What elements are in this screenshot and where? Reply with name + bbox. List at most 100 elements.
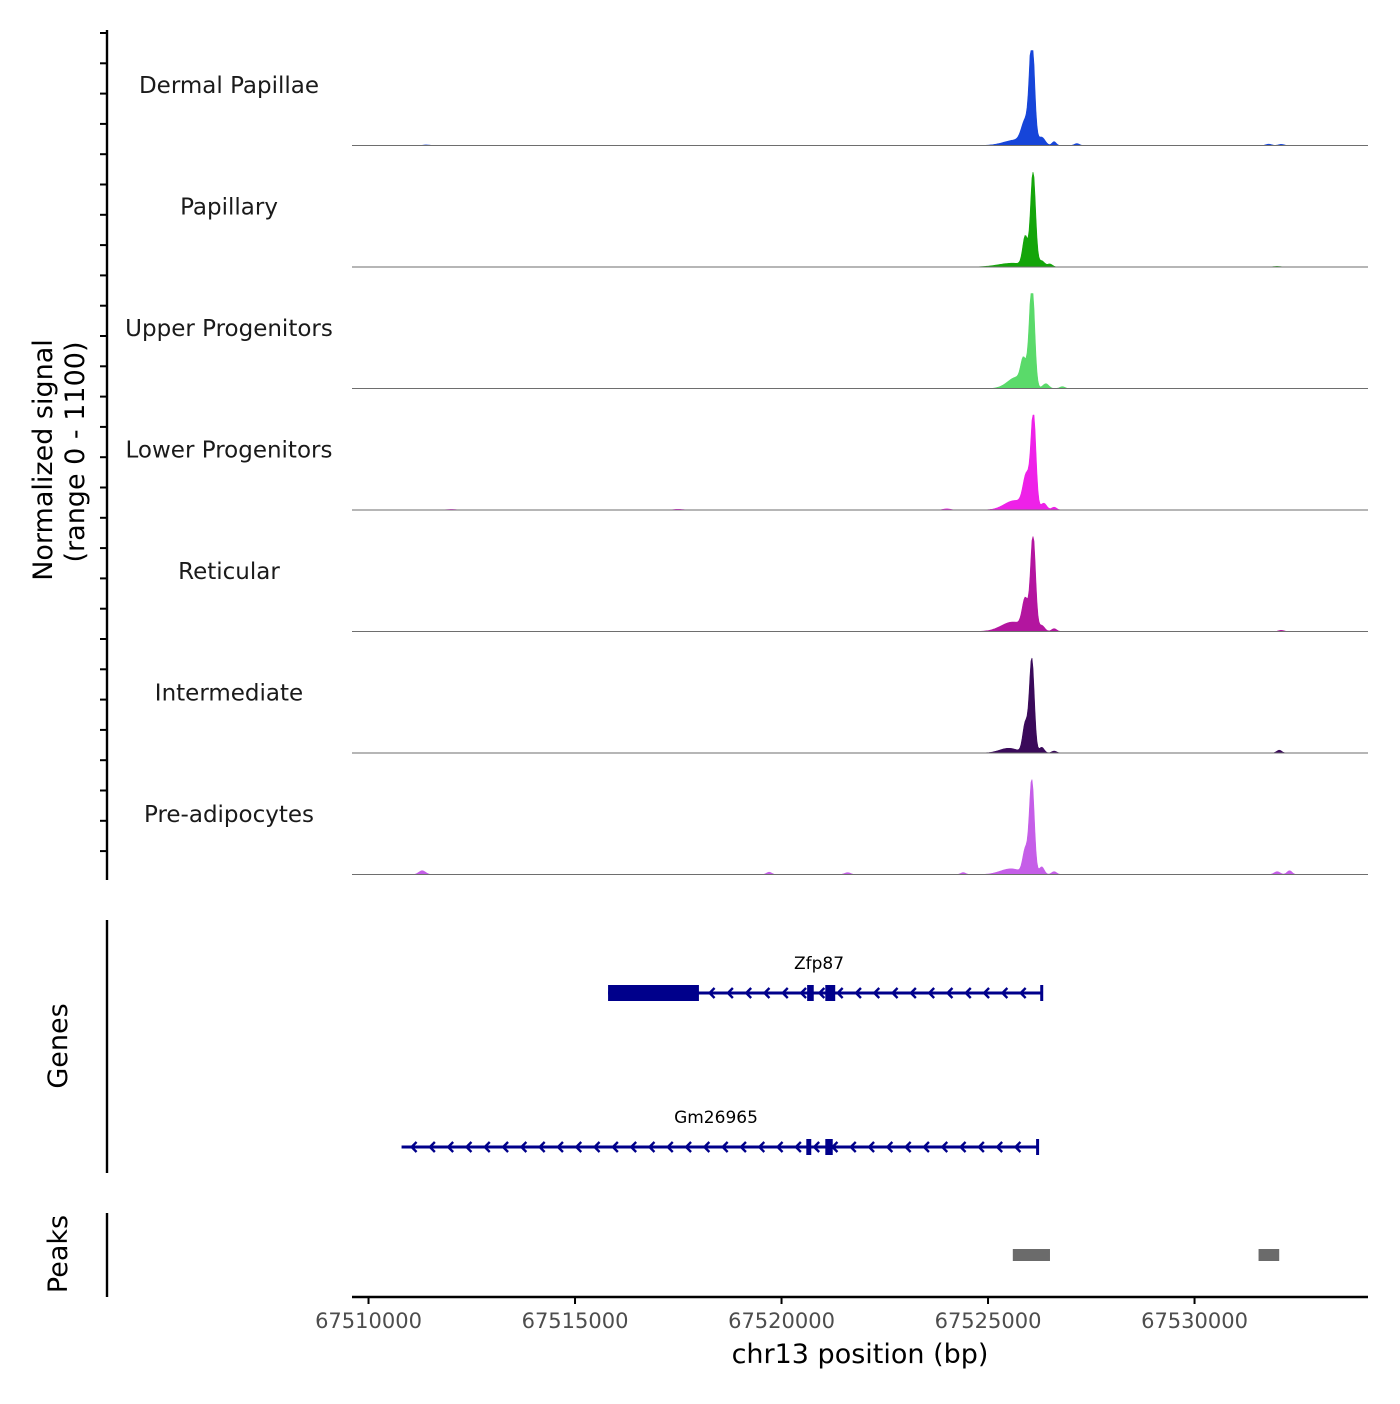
gene-label: Gm26965 bbox=[674, 1108, 758, 1128]
strand-arrow bbox=[775, 1141, 784, 1153]
strand-arrow bbox=[945, 987, 954, 999]
strand-arrow bbox=[757, 1141, 766, 1153]
strand-arrow bbox=[720, 1141, 729, 1153]
strand-arrow bbox=[574, 1141, 583, 1153]
track-reticular: Reticular bbox=[178, 536, 1368, 633]
signal-area bbox=[352, 293, 1368, 389]
gene-gm26965: Gm26965 bbox=[401, 1108, 1040, 1155]
strand-arrow bbox=[885, 1141, 894, 1153]
x-tick-label: 67525000 bbox=[935, 1309, 1042, 1333]
x-tick-label: 67510000 bbox=[315, 1309, 422, 1333]
coverage-tracks: Dermal Papillae Papillary Upper Progenitor… bbox=[125, 50, 1368, 876]
strand-arrow bbox=[744, 987, 753, 999]
strand-arrow bbox=[556, 1141, 564, 1153]
signal-area bbox=[352, 779, 1368, 875]
strand-arrow bbox=[428, 1141, 436, 1153]
track-papillary: Papillary bbox=[180, 171, 1368, 268]
signal-y-axis: Normalized signal (range 0 - 1100) bbox=[28, 30, 109, 880]
strand-arrow bbox=[922, 1141, 930, 1153]
gene-label: Zfp87 bbox=[794, 954, 844, 974]
strand-arrow bbox=[982, 987, 990, 999]
track-dermal-papillae: Dermal Papillae bbox=[139, 50, 1368, 147]
signal-area bbox=[352, 657, 1368, 754]
strand-arrow bbox=[812, 1141, 821, 1153]
exon bbox=[608, 985, 699, 1001]
x-tick-label: 67515000 bbox=[522, 1309, 629, 1333]
track-upper-progenitors: Upper Progenitors bbox=[125, 293, 1368, 390]
strand-arrow bbox=[739, 1141, 747, 1153]
y-axis-title: Normalized signal bbox=[28, 339, 59, 581]
track-pre-adipocytes: Pre-adipocytes bbox=[144, 779, 1368, 876]
signal-area bbox=[352, 171, 1368, 268]
y-axis-range: (range 0 - 1100) bbox=[60, 342, 91, 563]
peaks-panel-label: Peaks bbox=[43, 1215, 74, 1293]
strand-arrow bbox=[867, 1141, 875, 1153]
strand-arrow bbox=[958, 1141, 967, 1153]
strand-arrow bbox=[483, 1141, 491, 1153]
x-axis: chr13 position (bp) 67510000 67515000 6752… bbox=[315, 1295, 1368, 1370]
strand-arrow bbox=[909, 987, 917, 999]
gene-track: Genes Gm26965 Zfp87 bbox=[43, 920, 1044, 1173]
strand-arrow bbox=[817, 987, 826, 999]
strand-arrow bbox=[799, 987, 807, 999]
peaks-track: Peaks bbox=[43, 1213, 1280, 1297]
track-label: Lower Progenitors bbox=[126, 437, 333, 463]
strand-arrow bbox=[849, 1141, 857, 1153]
strand-arrow bbox=[464, 1141, 473, 1153]
genes-panel-label: Genes bbox=[43, 1003, 74, 1088]
strand-arrow bbox=[964, 987, 972, 999]
exon bbox=[825, 1139, 833, 1155]
gene-zfp87: Zfp87 bbox=[608, 954, 1044, 1001]
signal-area bbox=[352, 50, 1368, 146]
strand-arrow bbox=[501, 1141, 509, 1153]
peak-region bbox=[1012, 1249, 1050, 1261]
track-label: Papillary bbox=[180, 194, 278, 220]
peak-region bbox=[1258, 1249, 1280, 1261]
strand-arrow bbox=[872, 987, 881, 999]
strand-arrow bbox=[903, 1141, 912, 1153]
strand-arrow bbox=[446, 1141, 455, 1153]
exon bbox=[806, 1139, 812, 1155]
track-label: Dermal Papillae bbox=[139, 73, 319, 99]
strand-arrow bbox=[592, 1141, 601, 1153]
signal-area bbox=[352, 414, 1368, 511]
strand-arrow bbox=[629, 1141, 638, 1153]
strand-arrow bbox=[537, 1141, 546, 1153]
strand-arrow bbox=[726, 987, 734, 999]
strand-arrow bbox=[684, 1141, 692, 1153]
track-intermediate: Intermediate bbox=[155, 657, 1368, 754]
strand-arrow bbox=[794, 1141, 802, 1153]
exon bbox=[807, 985, 814, 1001]
strand-arrow bbox=[666, 1141, 674, 1153]
track-lower-progenitors: Lower Progenitors bbox=[126, 414, 1368, 511]
strand-arrow bbox=[1018, 987, 1027, 999]
strand-arrow bbox=[647, 1141, 656, 1153]
strand-arrow bbox=[409, 1141, 418, 1153]
strand-arrow bbox=[519, 1141, 528, 1153]
x-axis-title: chr13 position (bp) bbox=[732, 1339, 989, 1370]
track-label: Intermediate bbox=[155, 680, 303, 706]
strand-arrow bbox=[611, 1141, 619, 1153]
strand-arrow bbox=[977, 1141, 985, 1153]
track-label: Upper Progenitors bbox=[125, 316, 333, 342]
strand-arrow bbox=[995, 1141, 1004, 1153]
signal-area bbox=[352, 536, 1368, 632]
strand-arrow bbox=[1000, 987, 1009, 999]
track-label: Reticular bbox=[178, 559, 280, 585]
track-label: Pre-adipocytes bbox=[144, 802, 314, 828]
strand-arrow bbox=[1013, 1141, 1022, 1153]
strand-arrow bbox=[707, 987, 716, 999]
x-tick-label: 67520000 bbox=[728, 1309, 835, 1333]
strand-arrow bbox=[854, 987, 862, 999]
strand-arrow bbox=[890, 987, 899, 999]
strand-arrow bbox=[927, 987, 936, 999]
exon bbox=[825, 985, 836, 1001]
x-tick-label: 67530000 bbox=[1141, 1309, 1248, 1333]
strand-arrow bbox=[940, 1141, 949, 1153]
strand-arrow bbox=[781, 987, 789, 999]
strand-arrow bbox=[762, 987, 771, 999]
strand-arrow bbox=[702, 1141, 711, 1153]
strand-arrow bbox=[835, 987, 844, 999]
